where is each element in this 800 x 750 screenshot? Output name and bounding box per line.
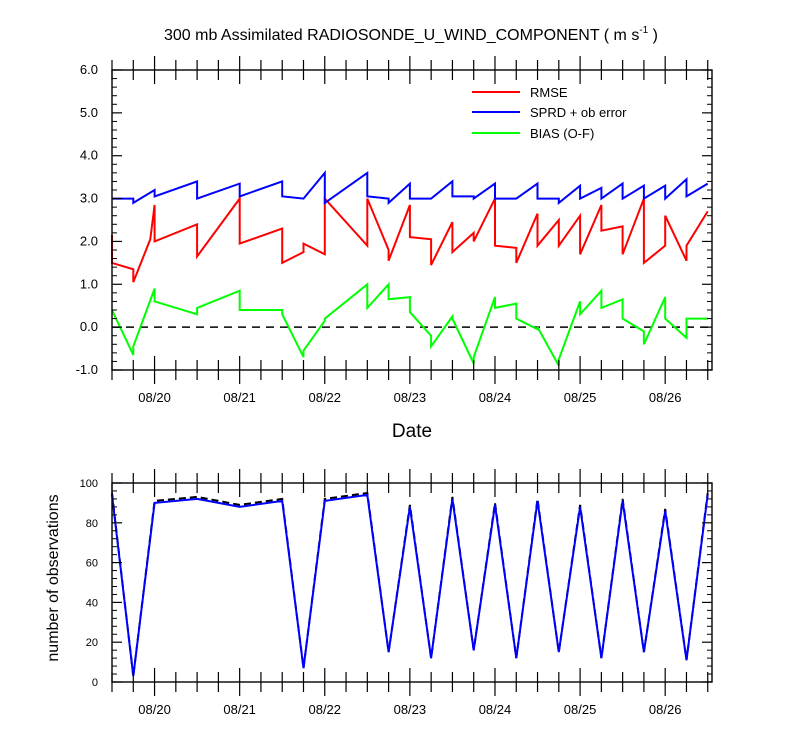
top-plot-frame [111,69,713,371]
x-tick-label: 08/20 [138,390,171,405]
x-tick-label: 08/23 [394,390,427,405]
x-tick-label: 08/20 [138,702,171,717]
legend-label-bias: BIAS (O-F) [530,126,594,141]
y-tick-label: 1.0 [80,276,98,291]
y-tick-label: 3.0 [80,191,98,206]
x-tick-label: 08/25 [564,390,597,405]
x-tick-label: 08/23 [394,702,427,717]
legend-label-rmse: RMSE [530,85,568,100]
y-tick-label: 0 [92,677,98,689]
bottom-plot-frame [111,482,713,683]
y-tick-label: 2.0 [80,233,98,248]
y-tick-label: -1.0 [76,362,98,377]
y-tick-label: 6.0 [80,62,98,77]
legend-label-sprd: SPRD + ob error [530,105,627,120]
x-tick-label: 08/24 [479,702,512,717]
x-tick-label: 08/21 [223,702,256,717]
x-tick-label: 08/22 [308,702,341,717]
y-tick-label: 4.0 [80,148,98,163]
x-tick-label: 08/25 [564,702,597,717]
y-tick-label: 5.0 [80,105,98,120]
y-tick-label: 100 [80,478,98,490]
bottom-panel: 0 20 40 60 80 100 08/20 08/21 08/22 08/23 08/24 08/… [45,469,713,717]
x-tick-label: 08/21 [223,390,256,405]
x-tick-label: 08/22 [308,390,341,405]
y-axis-label-bottom: number of observations [45,494,62,661]
series-line-bias-o-f [111,281,708,367]
x-tick-label: 08/24 [479,390,512,405]
y-tick-label: 20 [86,637,98,649]
y-tick-label: 40 [86,597,98,609]
legend: RMSE SPRD + ob error BIAS (O-F) [472,85,627,141]
chart-title: 300 mb Assimilated RADIOSONDE_U_WIND_COM… [164,25,658,44]
series-line-sprd-ob-error [112,170,709,206]
y-tick-label: 80 [86,518,98,530]
x-tick-label: 08/26 [649,702,682,717]
series-line-rmse [111,195,709,283]
series-line-possible [111,491,709,677]
y-tick-label: 0.0 [80,319,98,334]
series-line-used [111,493,709,677]
x-tick-label: 08/26 [649,390,682,405]
x-axis-label: Date [392,421,432,442]
top-panel: -1.0 0.0 1.0 2.0 3.0 4.0 5.0 6.0 08/20 08/21 08/22… [76,56,713,442]
y-tick-label: 60 [86,558,98,570]
